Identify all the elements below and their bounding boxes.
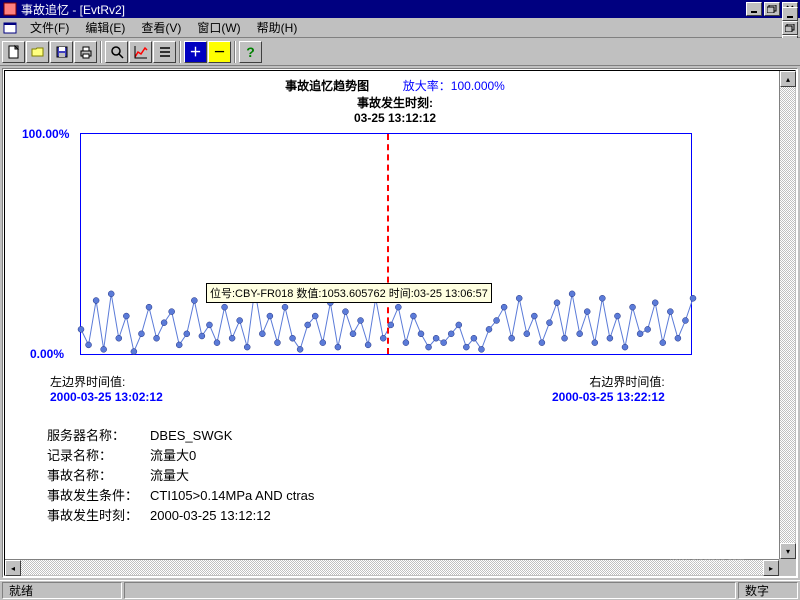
- cond-label: 事故发生条件：: [47, 487, 148, 505]
- event-details-table: 服务器名称：DBES_SWGK 记录名称：流量大0 事故名称：流量大 事故发生条…: [45, 425, 326, 527]
- scroll-left-button[interactable]: ◂: [5, 560, 21, 576]
- toolbar: ＋ － ?: [0, 38, 800, 66]
- detail-row: 事故发生时刻：2000-03-25 13:12:12: [47, 507, 324, 525]
- left-bound-value: 2000-03-25 13:02:12: [50, 390, 163, 404]
- detail-row: 服务器名称：DBES_SWGK: [47, 427, 324, 445]
- zoom-label: 放大率：100.000%: [403, 79, 505, 93]
- titlebar[interactable]: 事故追忆 - [EvtRv2]: [0, 0, 800, 18]
- horizontal-scrollbar[interactable]: ◂ ▸: [5, 559, 779, 575]
- right-bound-label: 右边界时间值:: [552, 373, 665, 390]
- menu-file[interactable]: 文件(F): [22, 17, 77, 38]
- toolbar-separator: [100, 41, 102, 63]
- scroll-right-button[interactable]: ▸: [763, 560, 779, 576]
- app-icon: [2, 1, 18, 17]
- tb-chart-button[interactable]: [129, 41, 152, 63]
- tb-help-button[interactable]: ?: [239, 41, 262, 63]
- restore-button[interactable]: [764, 2, 780, 16]
- tb-save-button[interactable]: [50, 41, 73, 63]
- record-label: 记录名称：: [47, 447, 148, 465]
- window-title: 事故追忆 - [EvtRv2]: [21, 1, 746, 18]
- left-bound-block: 左边界时间值: 2000-03-25 13:02:12: [50, 373, 163, 404]
- detail-row: 记录名称：流量大0: [47, 447, 324, 465]
- vscroll-track[interactable]: [780, 87, 795, 543]
- tb-find-button[interactable]: [105, 41, 128, 63]
- status-ready: 就绪: [2, 582, 122, 599]
- status-numlock: 数字: [738, 582, 798, 599]
- hscroll-track[interactable]: [21, 560, 763, 575]
- menu-edit[interactable]: 编辑(E): [77, 17, 133, 38]
- right-bound-block: 右边界时间值: 2000-03-25 13:22:12: [552, 373, 665, 404]
- server-label: 服务器名称：: [47, 427, 148, 445]
- tb-list-button[interactable]: [153, 41, 176, 63]
- toolbar-separator: [234, 41, 236, 63]
- status-middle: [124, 582, 736, 599]
- chart-title-row: 事故追忆趋势图 放大率：100.000%: [15, 77, 775, 94]
- cond-value: CTI105>0.14MPa AND ctras: [150, 487, 324, 505]
- right-bound-value: 2000-03-25 13:22:12: [552, 390, 665, 404]
- tb-zoom-in-button[interactable]: ＋: [184, 41, 207, 63]
- statusbar: 就绪 数字: [0, 580, 800, 600]
- etime-label: 事故发生时刻：: [47, 507, 148, 525]
- scroll-corner: [779, 559, 795, 575]
- datapoint-tooltip: 位号:CBY-FR018 数值:1053.605762 时间:03-25 13:…: [206, 283, 492, 303]
- event-vline: [387, 134, 389, 354]
- client-area: 事故追忆趋势图 放大率：100.000% 事故发生时刻: 03-25 13:12…: [2, 68, 798, 578]
- record-value: 流量大0: [150, 447, 324, 465]
- yaxis-bottom-label: 0.00%: [30, 347, 64, 361]
- menu-help[interactable]: 帮助(H): [249, 17, 306, 38]
- document-view: 事故追忆趋势图 放大率：100.000% 事故发生时刻: 03-25 13:12…: [4, 70, 796, 576]
- app-window: 事故追忆 - [EvtRv2] 文件(F) 编辑(E) 查看(V) 窗口(W) …: [0, 0, 800, 600]
- scroll-up-button[interactable]: ▴: [780, 71, 796, 87]
- trend-plot[interactable]: 位号:CBY-FR018 数值:1053.605762 时间:03-25 13:…: [80, 133, 692, 355]
- menubar: 文件(F) 编辑(E) 查看(V) 窗口(W) 帮助(H): [0, 18, 800, 38]
- server-value: DBES_SWGK: [150, 427, 324, 445]
- child-restore-button[interactable]: [782, 21, 798, 35]
- menu-view[interactable]: 查看(V): [133, 17, 189, 38]
- toolbar-separator: [179, 41, 181, 63]
- tb-zoom-out-button[interactable]: －: [208, 41, 231, 63]
- etime-value: 2000-03-25 13:12:12: [150, 507, 324, 525]
- child-window-icon[interactable]: [2, 20, 18, 36]
- detail-row: 事故发生条件：CTI105>0.14MPa AND ctras: [47, 487, 324, 505]
- event-value: 流量大: [150, 467, 324, 485]
- child-minimize-button[interactable]: [782, 7, 798, 21]
- vertical-scrollbar[interactable]: ▴ ▾: [779, 71, 795, 559]
- tb-new-button[interactable]: [2, 41, 25, 63]
- event-label: 事故名称：: [47, 467, 148, 485]
- menu-window[interactable]: 窗口(W): [189, 17, 248, 38]
- minimize-button[interactable]: [746, 2, 762, 16]
- tb-open-button[interactable]: [26, 41, 49, 63]
- left-bound-label: 左边界时间值:: [50, 373, 163, 390]
- chart-title: 事故追忆趋势图: [285, 79, 369, 93]
- event-time-value: 03-25 13:12:12: [15, 111, 775, 125]
- scroll-down-button[interactable]: ▾: [780, 543, 796, 559]
- yaxis-top-label: 100.00%: [22, 127, 69, 141]
- detail-row: 事故名称：流量大: [47, 467, 324, 485]
- tb-print-button[interactable]: [74, 41, 97, 63]
- chart-area: 事故追忆趋势图 放大率：100.000% 事故发生时刻: 03-25 13:12…: [15, 77, 775, 565]
- event-time-label: 事故发生时刻:: [15, 94, 775, 111]
